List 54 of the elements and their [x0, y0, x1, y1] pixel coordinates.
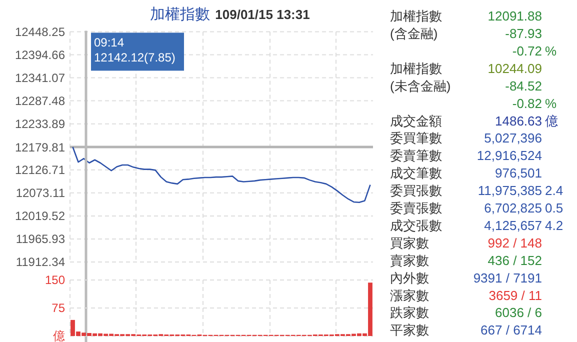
text: 10244.09 [488, 60, 542, 76]
y-tick-label: 11912.34 [16, 255, 66, 270]
text: 976,501 [495, 166, 542, 181]
category-label: 成交筆數 [390, 166, 442, 181]
category-label: 委賣筆數 [390, 148, 442, 164]
text: 1486.63 億 [495, 113, 558, 128]
text: 436 / 152 [488, 252, 542, 268]
category-label: 委買筆數 [390, 130, 442, 146]
category-label: 漲家數 [390, 288, 429, 303]
category-label: (未含金融) [390, 78, 451, 94]
y-tick-label: 11965.93 [16, 232, 66, 246]
category-label: 加權指數 [390, 8, 442, 24]
text: 5,027,396 [484, 130, 542, 146]
y-tick-label: 12287.48 [14, 94, 66, 108]
text: -84.52 [505, 78, 542, 94]
text: 992 / 148 [488, 235, 542, 250]
y-tick-label: 12233.89 [14, 117, 66, 132]
line-series [72, 146, 371, 204]
y-tick-label: 12394.66 [14, 48, 66, 62]
text: -0.72 % [512, 43, 557, 58]
y-tick-label: 12019.52 [14, 209, 66, 224]
category-label: 賣家數 [390, 252, 429, 268]
text: 9391 / 7191 [473, 270, 542, 286]
chart-subtitle: 109/01/15 13:31 [215, 7, 310, 22]
text: -0.82 % [512, 96, 557, 111]
y-tick-label: 12341.07 [14, 70, 66, 85]
category-label: 成交張數 [390, 218, 442, 233]
text: 11,975,385 2.4 [478, 183, 564, 198]
text: 6,702,825 0.5 [484, 200, 564, 216]
text: 3659 / 11 [488, 288, 542, 303]
text: -87.93 [505, 26, 542, 41]
category-label: 委買張數 [390, 183, 442, 198]
annotation: 09:14 12142.12(7.85) [94, 36, 176, 65]
text: 6036 / 6 [495, 305, 542, 320]
text: 12,916,524 [476, 148, 542, 164]
chart-title: 加權指數 [150, 6, 210, 23]
category-label: 加權指數 [390, 60, 442, 76]
category-label: 委賣張數 [390, 200, 442, 216]
y-tick-label: 億 [53, 329, 65, 342]
y-tick-label: 150 [44, 273, 66, 288]
text: 12091.88 [488, 8, 542, 24]
y-tick-label: 12448.25 [14, 24, 66, 39]
category-label: 買家數 [390, 235, 429, 250]
y-tick-label: 12126.71 [14, 163, 66, 178]
category-label: 內外數 [390, 270, 429, 286]
text: 4,125,657 4.2 [484, 218, 564, 233]
y-tick-label: 12179.81 [14, 140, 66, 154]
text: 667 / 6714 [480, 322, 542, 338]
category-label: 平家數 [390, 322, 429, 338]
category-label: 跌家數 [390, 305, 429, 320]
category-label: (含金融) [390, 26, 438, 41]
category-label: 成交金額 [390, 113, 442, 128]
y-tick-label: 12073.11 [16, 186, 66, 200]
y-tick-label: 75 [52, 301, 66, 316]
